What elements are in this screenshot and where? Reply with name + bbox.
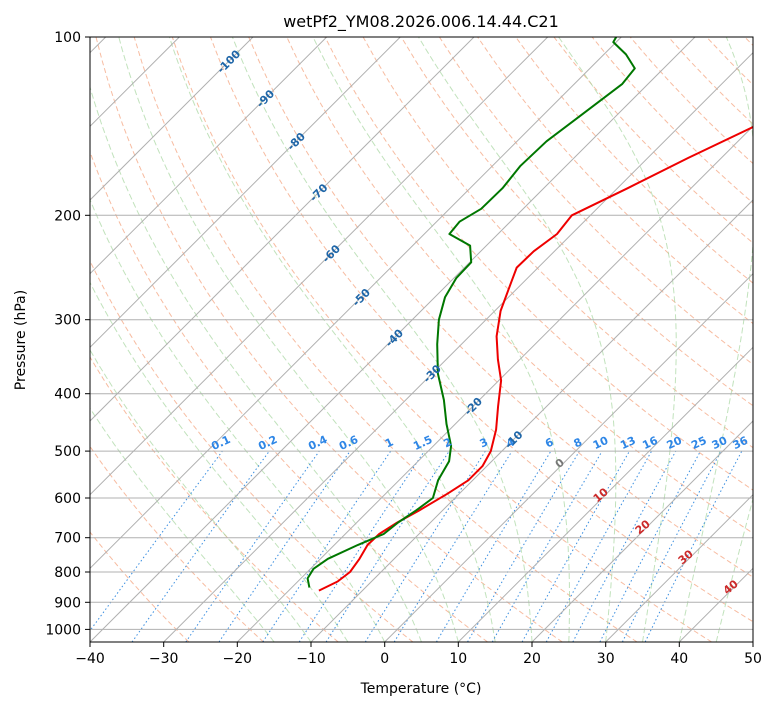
- x-tick-label: 0: [380, 651, 389, 667]
- x-tick-label: −10: [296, 651, 326, 667]
- moist-adiabat: [312, 37, 570, 642]
- isotherm: [90, 37, 622, 570]
- y-axis-label: Pressure (hPa): [13, 290, 29, 390]
- y-tick-label: 700: [54, 531, 81, 547]
- isotherm: [90, 37, 401, 349]
- x-tick-label: 20: [523, 651, 541, 667]
- isotherm: [457, 346, 753, 642]
- y-tick-label: 500: [54, 444, 81, 460]
- chart-title: wetPf2_YM08.2026.006.14.44.C21: [283, 12, 559, 32]
- x-tick-label: 10: [449, 651, 467, 667]
- dry-adiabat: [90, 445, 264, 642]
- y-tick-label: 1000: [45, 622, 81, 638]
- sounding-series: [306, 37, 753, 592]
- x-axis-label: Temperature (°C): [360, 681, 482, 697]
- y-tick-label: 900: [54, 595, 81, 611]
- isotherm: [90, 37, 549, 496]
- plot-area: 0.1 0.2 0.4 0.6 1 1.5 2 3 4 6 8 10 13 16 20 25 30 36-100-…: [90, 37, 753, 642]
- y-tick-label: 600: [54, 491, 81, 507]
- mixing-ratio-line: [521, 450, 630, 642]
- dry-adiabat: [90, 531, 190, 642]
- moist-adiabat: [90, 198, 386, 642]
- moist-adiabat: [418, 37, 617, 642]
- mixing-ratio-line: [572, 450, 677, 642]
- mixing-ratio-line: [393, 450, 513, 642]
- isotherm: [310, 199, 753, 642]
- isotherm: [236, 125, 753, 642]
- dry-adiabat: [515, 37, 753, 284]
- isotherm: [163, 51, 753, 642]
- mixing-ratio-lines: [90, 450, 743, 642]
- moist-adiabat: [90, 85, 422, 642]
- dry-adiabat: [210, 37, 753, 623]
- moist-adiabat: [168, 37, 496, 642]
- mixing-ratio-label: 25: [689, 434, 708, 452]
- x-tick-label: −30: [149, 651, 179, 667]
- mixing-ratio-line: [545, 450, 653, 642]
- mixing-ratio-label: 10: [591, 434, 611, 452]
- y-tick-label: 800: [54, 565, 81, 581]
- isotherm: [384, 272, 753, 642]
- moist-adiabat: [90, 407, 275, 642]
- isotherm: [90, 37, 475, 422]
- x-axis-ticks: −40 −30 −20 −10 0 10 20 30 40 50: [75, 642, 762, 667]
- dewpoint-line: [306, 37, 636, 588]
- dry-adiabat: [133, 37, 638, 642]
- mixing-ratio-label: 20: [665, 434, 685, 452]
- mixing-ratio-line: [185, 450, 320, 642]
- y-tick-label: 400: [54, 387, 81, 403]
- moist-adiabat: [90, 281, 349, 642]
- mixing-ratio-label: 36: [731, 434, 751, 452]
- y-axis-ticks: 100 200 300 400 500 600 700 800 900 1000: [45, 30, 90, 638]
- dry-adiabat: [95, 37, 563, 642]
- dry-adiabat: [400, 37, 753, 407]
- mixing-ratio-line: [90, 450, 223, 632]
- mixing-ratio-line: [131, 450, 270, 642]
- moist-adiabat: [558, 37, 677, 642]
- moist-adiabat: [90, 349, 312, 642]
- x-tick-label: 30: [597, 651, 615, 667]
- mixing-ratio-line: [262, 450, 392, 642]
- moist-adiabats: [90, 37, 753, 642]
- mixing-ratio-line: [644, 450, 743, 642]
- mixing-ratio-line: [298, 450, 425, 642]
- isotherm: [605, 493, 753, 642]
- dry-adiabat: [90, 356, 339, 642]
- mixing-ratio-label: 30: [710, 434, 730, 452]
- dry-adiabat: [171, 37, 712, 642]
- isotherm: [90, 37, 254, 201]
- y-tick-label: 100: [54, 30, 81, 46]
- mixing-ratio-line: [218, 450, 351, 642]
- mixing-ratio-label: 13: [618, 434, 637, 452]
- x-tick-label: 50: [744, 651, 762, 667]
- isotherms: [90, 37, 753, 642]
- moist-adiabat: [118, 37, 459, 642]
- isotherm: [90, 37, 328, 275]
- dry-adiabat: [438, 37, 753, 366]
- mixing-ratio-line: [325, 450, 450, 642]
- x-tick-label: −40: [75, 651, 105, 667]
- dry-adiabat: [248, 37, 753, 578]
- moist-adiabat: [231, 37, 533, 642]
- x-tick-label: −20: [223, 651, 253, 667]
- dry-adiabat: [324, 37, 753, 491]
- dry-adiabat: [90, 150, 488, 642]
- isotherm: [531, 420, 753, 642]
- y-tick-label: 200: [54, 208, 81, 224]
- moist-adiabat: [678, 37, 753, 642]
- mixing-ratio-label: 16: [640, 434, 660, 452]
- y-tick-label: 300: [54, 313, 81, 329]
- x-tick-label: 40: [670, 651, 688, 667]
- pressure-gridlines: [90, 37, 753, 630]
- plot-frame: [89, 36, 754, 643]
- isotherm: [90, 37, 696, 642]
